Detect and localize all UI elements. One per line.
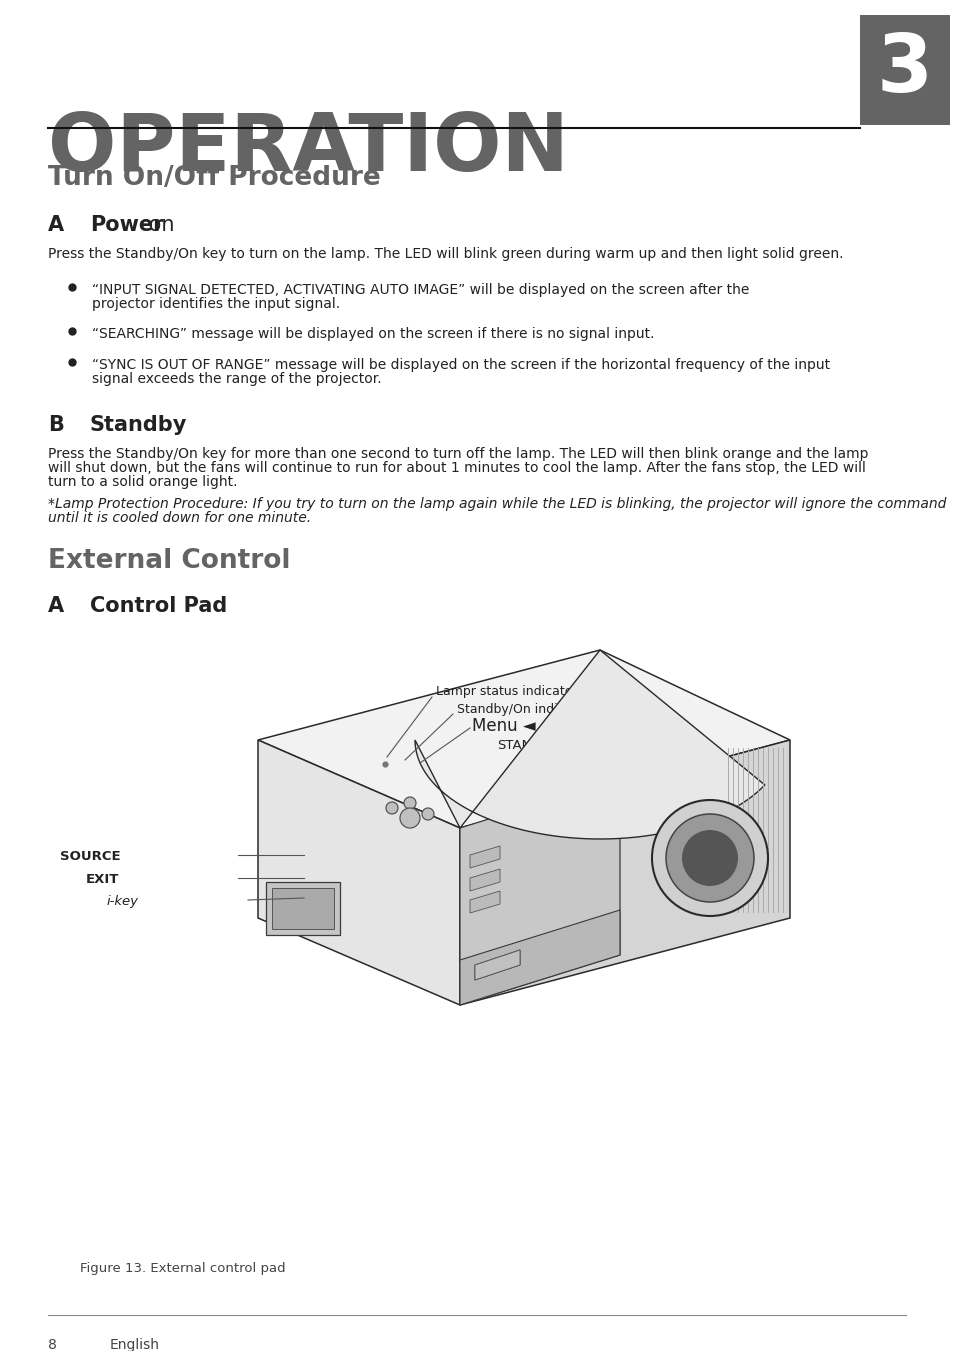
Polygon shape — [272, 888, 334, 929]
Text: External Control: External Control — [48, 549, 291, 574]
Text: Lampr status indicator: Lampr status indicator — [436, 685, 577, 698]
Text: “INPUT SIGNAL DETECTED, ACTIVATING AUTO IMAGE” will be displayed on the screen a: “INPUT SIGNAL DETECTED, ACTIVATING AUTO … — [91, 282, 749, 297]
Polygon shape — [475, 950, 519, 979]
Text: Control Pad: Control Pad — [90, 596, 227, 616]
Text: on: on — [142, 215, 174, 235]
Text: “SYNC IS OUT OF RANGE” message will be displayed on the screen if the horizontal: “SYNC IS OUT OF RANGE” message will be d… — [91, 358, 829, 372]
Polygon shape — [459, 740, 789, 1005]
Text: signal exceeds the range of the projector.: signal exceeds the range of the projecto… — [91, 372, 381, 386]
Polygon shape — [470, 892, 499, 913]
Polygon shape — [459, 911, 619, 1005]
Circle shape — [421, 808, 434, 820]
Text: English: English — [110, 1337, 160, 1351]
Polygon shape — [459, 778, 619, 1005]
Text: until it is cooled down for one minute.: until it is cooled down for one minute. — [48, 511, 311, 526]
Text: *Lamp Protection Procedure: If you try to turn on the lamp again while the LED i: *Lamp Protection Procedure: If you try t… — [48, 497, 945, 511]
Text: will shut down, but the fans will continue to run for about 1 minutes to cool th: will shut down, but the fans will contin… — [48, 461, 865, 476]
Text: OPERATION: OPERATION — [48, 109, 568, 188]
Text: “SEARCHING” message will be displayed on the screen if there is no signal input.: “SEARCHING” message will be displayed on… — [91, 327, 654, 340]
Polygon shape — [266, 882, 339, 935]
Polygon shape — [257, 650, 789, 828]
Circle shape — [665, 815, 753, 902]
Polygon shape — [470, 846, 499, 867]
Polygon shape — [475, 950, 519, 979]
Text: SOURCE: SOURCE — [60, 850, 120, 863]
Text: projector identifies the input signal.: projector identifies the input signal. — [91, 297, 340, 311]
Text: 3: 3 — [876, 31, 932, 109]
Text: B: B — [48, 415, 64, 435]
Text: Press the Standby/On key to turn on the lamp. The LED will blink green during wa: Press the Standby/On key to turn on the … — [48, 247, 842, 261]
Text: A: A — [48, 215, 64, 235]
Polygon shape — [470, 869, 499, 892]
Text: Standby/On indicator: Standby/On indicator — [456, 703, 589, 716]
Text: Power: Power — [90, 215, 163, 235]
Text: i‑key: i‑key — [107, 894, 139, 908]
Polygon shape — [415, 650, 764, 839]
Circle shape — [386, 802, 397, 815]
Text: STANDBY/ON: STANDBY/ON — [497, 738, 582, 751]
Text: EXIT: EXIT — [86, 873, 119, 886]
Circle shape — [651, 800, 767, 916]
Text: Turn On/Off Procedure: Turn On/Off Procedure — [48, 165, 380, 190]
Circle shape — [681, 830, 738, 886]
Text: A: A — [48, 596, 64, 616]
Text: 8: 8 — [48, 1337, 57, 1351]
FancyBboxPatch shape — [859, 15, 949, 126]
Circle shape — [399, 808, 419, 828]
Text: Standby: Standby — [90, 415, 187, 435]
Text: Menu ◄  ►▲  ▼: Menu ◄ ►▲ ▼ — [472, 717, 595, 735]
Text: turn to a solid orange light.: turn to a solid orange light. — [48, 476, 237, 489]
Circle shape — [403, 797, 416, 809]
Text: Figure 13. External control pad: Figure 13. External control pad — [80, 1262, 285, 1275]
Text: Press the Standby/On key for more than one second to turn off the lamp. The LED : Press the Standby/On key for more than o… — [48, 447, 867, 461]
Polygon shape — [475, 950, 519, 979]
Polygon shape — [257, 740, 459, 1005]
